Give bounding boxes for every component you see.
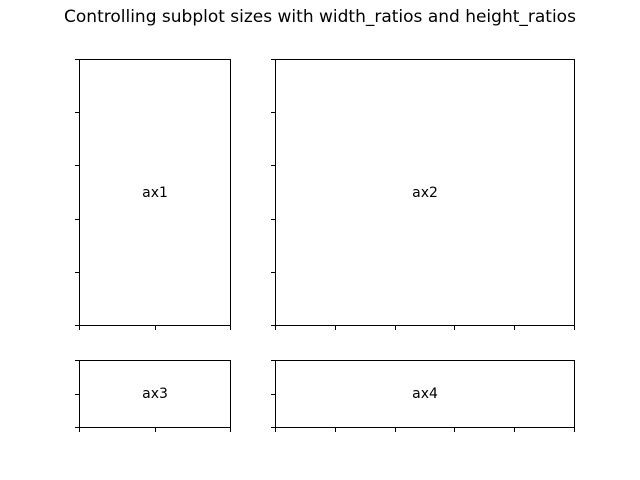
x-tick bbox=[230, 326, 231, 330]
x-tick bbox=[79, 428, 80, 432]
x-tick bbox=[230, 428, 231, 432]
subplot-label: ax3 bbox=[142, 386, 168, 402]
x-tick bbox=[275, 326, 276, 330]
figure-title: Controlling subplot sizes with width_rat… bbox=[64, 7, 576, 27]
x-tick bbox=[454, 428, 455, 432]
subplot-ax4: ax4 bbox=[275, 360, 575, 428]
subplot-ax3: ax3 bbox=[79, 360, 231, 428]
y-tick bbox=[75, 59, 79, 60]
x-tick bbox=[79, 326, 80, 330]
x-tick bbox=[335, 428, 336, 432]
y-tick bbox=[75, 325, 79, 326]
subplot-label: ax2 bbox=[412, 184, 438, 201]
x-tick bbox=[155, 428, 156, 432]
subplot-ax1: ax1 bbox=[79, 59, 231, 326]
y-tick bbox=[75, 360, 79, 361]
y-tick bbox=[75, 112, 79, 113]
x-tick bbox=[395, 428, 396, 432]
x-tick bbox=[454, 326, 455, 330]
y-tick bbox=[75, 272, 79, 273]
subplot-ax2: ax2 bbox=[275, 59, 575, 326]
y-tick bbox=[271, 272, 275, 273]
y-tick bbox=[271, 394, 275, 395]
y-tick bbox=[75, 165, 79, 166]
y-tick bbox=[271, 427, 275, 428]
subplot-label: ax4 bbox=[412, 386, 438, 402]
x-tick bbox=[574, 428, 575, 432]
y-tick bbox=[75, 219, 79, 220]
y-tick bbox=[271, 360, 275, 361]
y-tick bbox=[271, 325, 275, 326]
x-tick bbox=[574, 326, 575, 330]
y-tick bbox=[271, 112, 275, 113]
y-tick bbox=[271, 59, 275, 60]
subplot-label: ax1 bbox=[142, 184, 168, 201]
y-tick bbox=[75, 394, 79, 395]
y-tick bbox=[271, 219, 275, 220]
x-tick bbox=[514, 428, 515, 432]
x-tick bbox=[275, 428, 276, 432]
x-tick bbox=[514, 326, 515, 330]
x-tick bbox=[155, 326, 156, 330]
y-tick bbox=[75, 427, 79, 428]
x-tick bbox=[395, 326, 396, 330]
x-tick bbox=[335, 326, 336, 330]
y-tick bbox=[271, 165, 275, 166]
